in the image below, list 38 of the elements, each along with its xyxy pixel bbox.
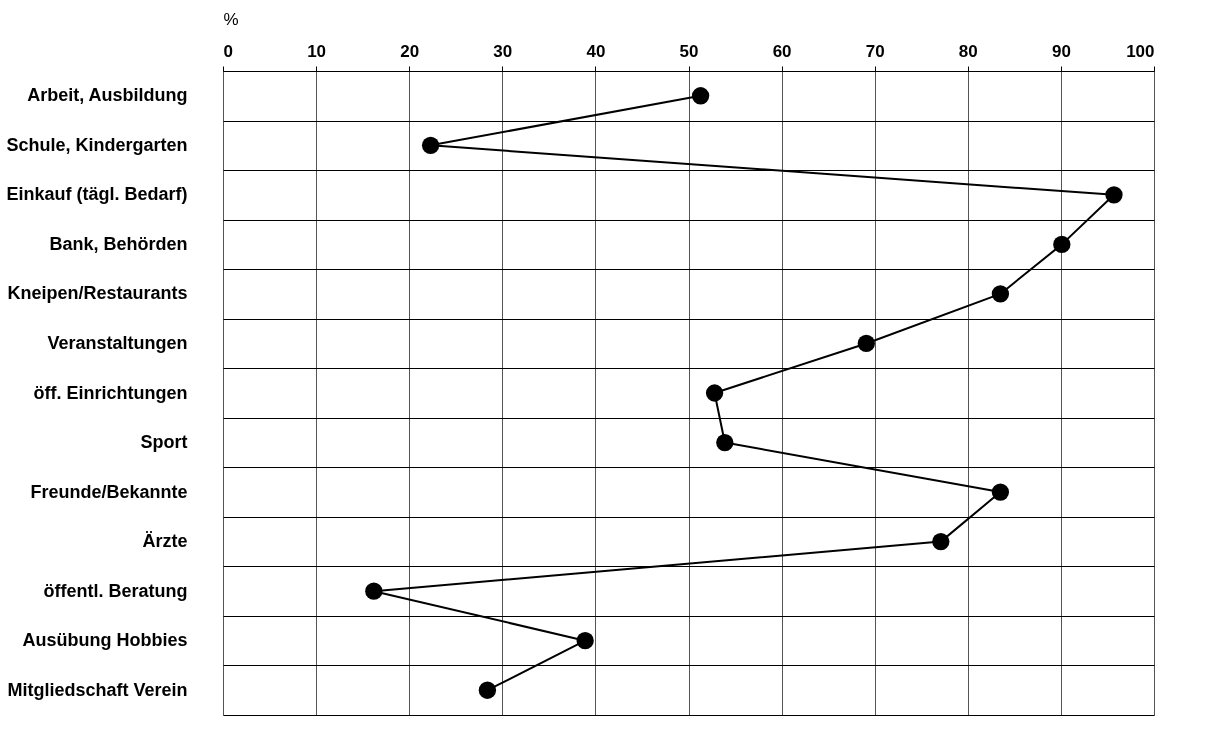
x-tick-label: 70 [865, 41, 885, 61]
point [478, 681, 497, 699]
x-tick-label: 30 [493, 41, 513, 61]
point [421, 136, 440, 154]
point [1105, 186, 1123, 204]
x-tick-label: 0 [223, 41, 233, 61]
x-tick-label: 100 [1126, 41, 1155, 61]
y-tick-label: Freunde/Bekannte [30, 481, 188, 502]
x-tick-label: 80 [958, 41, 978, 61]
point [576, 632, 594, 650]
y-tick-label: Einkauf (tägl. Bedarf) [6, 184, 188, 205]
y-tick-label: Arbeit, Ausbildung [27, 85, 188, 106]
point [932, 532, 950, 551]
point [991, 483, 1010, 501]
y-tick-label: Bank, Behörden [49, 233, 188, 254]
y-tick-label: Kneipen/Restaurants [7, 283, 188, 304]
point [691, 87, 710, 105]
y-tick-label: öffentl. Beratung [43, 580, 188, 601]
y-tick-label: Veranstaltungen [47, 332, 188, 353]
point [365, 582, 383, 600]
x-tick-label: 90 [1051, 41, 1071, 61]
y-tick-label: Schule, Kindergarten [6, 134, 188, 155]
y-tick-label: Mitgliedschaft Verein [7, 679, 188, 700]
point [716, 433, 734, 452]
y-tick-label: Ärzte [142, 531, 188, 552]
x-tick-label: 50 [679, 41, 699, 61]
point [991, 285, 1010, 303]
point [705, 384, 724, 402]
x-tick-label: 20 [400, 41, 420, 61]
y-tick-label: Ausübung Hobbies [22, 630, 188, 651]
x-axis-title: % [223, 9, 239, 29]
x-tick-label: 60 [772, 41, 792, 61]
x-tick-label: 40 [586, 41, 606, 61]
point [1053, 235, 1071, 254]
y-tick-label: Sport [140, 432, 188, 453]
x-tick-label: 10 [307, 41, 327, 61]
point [857, 334, 875, 353]
y-tick-label: öff. Einrichtungen [33, 382, 188, 403]
